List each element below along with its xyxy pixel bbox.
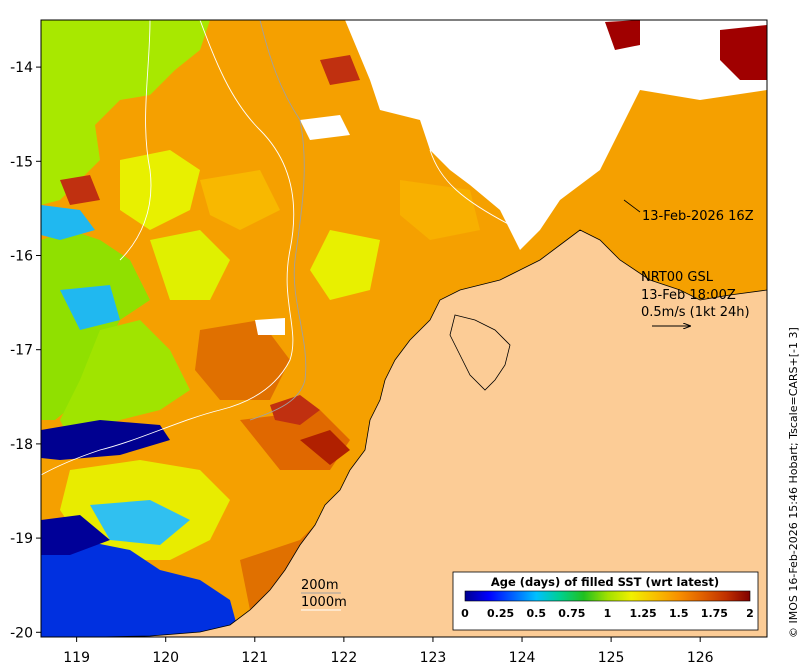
colorbar-title: Age (days) of filled SST (wrt latest) xyxy=(491,575,719,589)
isobath-200-contour xyxy=(249,20,307,421)
longitude-axis: 119 120 121 122 123 124 125 126 xyxy=(63,637,714,666)
colorbar-tick-label: 2 xyxy=(746,607,754,620)
sst-darkorange-3 xyxy=(240,520,320,610)
model-time-label: 13-Feb 18:00Z xyxy=(641,288,736,303)
colorbar-tick-label: 1.25 xyxy=(630,607,657,620)
sst-red-1 xyxy=(270,395,320,425)
sst-lightorange-2 xyxy=(400,180,480,240)
sst-navy-band xyxy=(41,420,170,460)
velocity-scale-label: 0.5m/s (1kt 24h) xyxy=(641,305,750,320)
cloud-patch-2 xyxy=(300,115,350,140)
sst-green-region xyxy=(41,20,210,205)
lat-tick-label: -16 xyxy=(10,248,33,264)
timestamp-leader xyxy=(623,199,641,213)
sst-darkorange-1 xyxy=(195,320,290,400)
sst-red-ne-2 xyxy=(720,25,767,80)
timestamp-label: 13-Feb-2026 16Z xyxy=(642,209,754,224)
sst-blue-sw xyxy=(41,540,240,637)
plot-frame xyxy=(40,19,768,638)
lon-tick-label: 123 xyxy=(420,650,447,666)
cloud-region xyxy=(345,20,767,250)
latitude-axis: -14 -15 -16 -17 -18 -19 -20 xyxy=(10,60,41,641)
sst-cyan-patch xyxy=(41,205,95,240)
colorbar-tick-label: 0.5 xyxy=(527,607,547,620)
lat-tick-label: -17 xyxy=(10,343,33,359)
sst-cyan-patch-2 xyxy=(60,285,120,330)
sst-yellow-region-2 xyxy=(150,230,230,300)
sst-yellow-region xyxy=(120,150,200,230)
isobath-1000-contour xyxy=(41,20,295,476)
lon-tick-label: 122 xyxy=(331,650,358,666)
credit-label: © IMOS 16-Feb-2026 15:46 Hobart; Tscale=… xyxy=(787,327,800,638)
lon-tick-label: 124 xyxy=(509,650,536,666)
colorbar-tick-label: 0 xyxy=(461,607,469,620)
sst-red-4 xyxy=(320,55,360,85)
sst-red-3 xyxy=(60,175,100,205)
colorbar-tick-label: 1.75 xyxy=(701,607,728,620)
sst-red-2 xyxy=(300,430,350,465)
lon-tick-label: 119 xyxy=(63,650,90,666)
lon-tick-label: 121 xyxy=(241,650,268,666)
isobath-200-label: 200m xyxy=(301,578,338,593)
peninsula xyxy=(449,314,511,391)
lon-tick-label: 126 xyxy=(687,650,714,666)
colorbar-tick-label: 1.5 xyxy=(669,607,689,620)
colorbar-tick-label: 0.25 xyxy=(487,607,514,620)
isobath-1000-label: 1000m xyxy=(301,595,347,610)
lat-tick-label: -19 xyxy=(10,531,33,547)
sst-navy-sw xyxy=(41,515,110,555)
isobath-white-2 xyxy=(119,20,152,261)
colorbar-tick-label: 0.75 xyxy=(558,607,585,620)
lat-tick-label: -18 xyxy=(10,437,33,453)
isobath-white-3 xyxy=(429,149,521,231)
colorbar-ticks: 0 0.25 0.5 0.75 1 1.25 1.5 1.75 2 xyxy=(461,607,754,620)
lat-tick-label: -14 xyxy=(10,60,33,76)
lat-tick-label: -20 xyxy=(10,625,33,641)
model-label: NRT00 GSL xyxy=(641,270,714,285)
colorbar-bar xyxy=(464,590,751,602)
lat-tick-label: -15 xyxy=(10,154,33,170)
colorbar-tick-label: 1 xyxy=(604,607,612,620)
sst-yellow-region-4 xyxy=(310,230,380,300)
sst-red-ne xyxy=(605,20,640,50)
sst-cyan-patch-3 xyxy=(90,500,190,545)
land-mass xyxy=(99,229,767,637)
plot-area xyxy=(41,20,767,637)
sst-green-region-3 xyxy=(60,320,190,440)
lon-tick-label: 125 xyxy=(598,650,625,666)
cloud-patch-3 xyxy=(255,318,285,335)
lon-tick-label: 120 xyxy=(152,650,179,666)
sst-lightorange xyxy=(200,170,280,230)
